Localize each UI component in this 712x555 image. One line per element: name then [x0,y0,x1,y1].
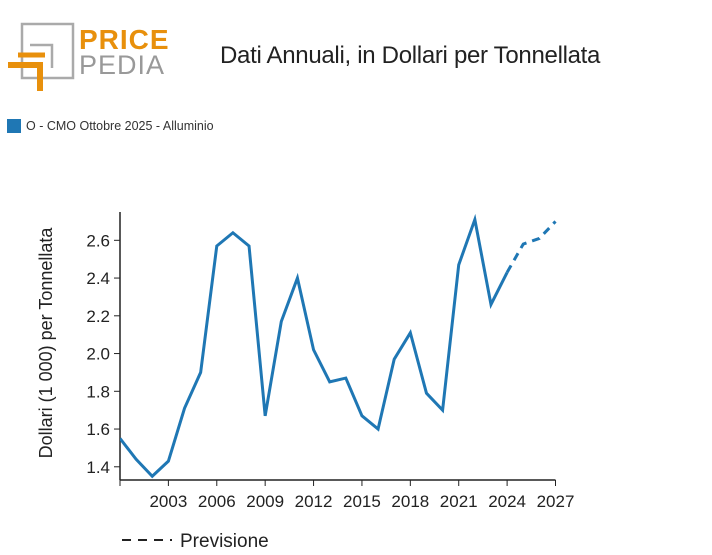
legend-label: O - CMO Ottobre 2025 - Alluminio [26,119,214,133]
x-tick-label: 2009 [246,492,284,511]
legend-swatch [7,119,21,133]
forecast-line [505,220,557,274]
y-tick-label: 1.4 [86,458,110,477]
x-tick-label: 2021 [440,492,478,511]
x-tick-label: 2018 [391,492,429,511]
y-tick-label: 1.8 [86,382,110,401]
x-tick-label: 2012 [295,492,333,511]
x-tick-label: 2003 [149,492,187,511]
y-tick-label: 2.4 [86,269,110,288]
chart-title: Dati Annuali, in Dollari per Tonnellata [220,42,601,69]
x-tick-label: 2027 [537,492,575,511]
series-line [120,213,509,479]
x-tick-label: 2024 [488,492,526,511]
logo-price-text: PRICE [79,24,170,55]
y-tick-label: 2.2 [86,307,110,326]
logo-pedia-text: PEDIA [79,50,166,80]
y-axis-label: Dollari (1 000) per Tonnellata [36,227,56,459]
y-tick-label: 1.6 [86,420,110,439]
x-tick-label: 2006 [198,492,236,511]
legend-item[interactable]: O - CMO Ottobre 2025 - Alluminio [7,119,214,133]
x-tick-label: 2015 [343,492,381,511]
forecast-legend-label: Previsione [180,531,269,552]
y-tick-label: 2.0 [86,345,110,364]
y-tick-label: 2.6 [86,231,110,250]
